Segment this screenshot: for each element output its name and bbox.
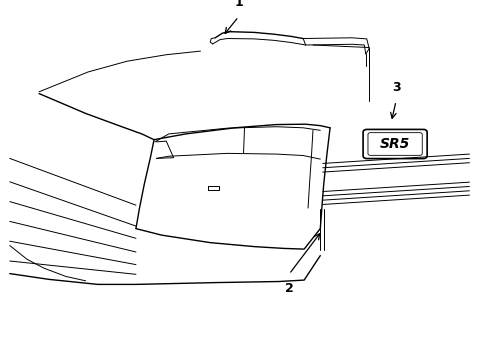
FancyBboxPatch shape [367, 133, 422, 156]
Text: 2: 2 [284, 282, 293, 294]
FancyBboxPatch shape [362, 130, 427, 158]
Text: 3: 3 [391, 81, 400, 94]
Text: 1: 1 [234, 0, 243, 9]
Text: SR5: SR5 [379, 137, 409, 151]
